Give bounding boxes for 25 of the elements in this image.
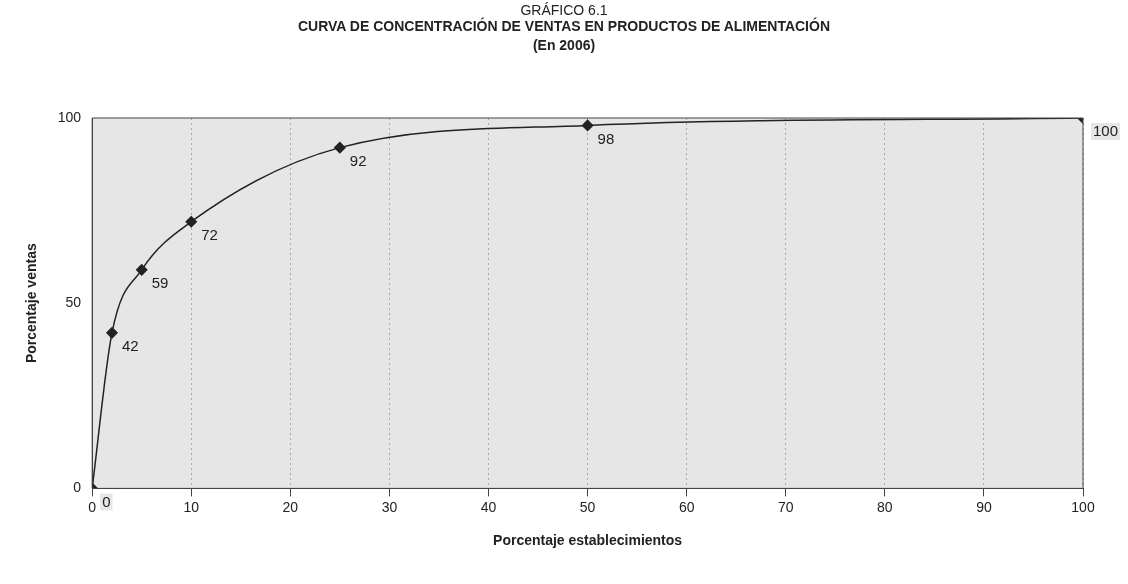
x-tick-label: 10 [183,498,200,515]
chart-title: CURVA DE CONCENTRACIÓN DE VENTAS EN PRODUCTOS DE ALIMENTACIÓN [297,18,831,34]
y-tick-label: 0 [73,479,82,496]
data-label: 72 [201,225,218,243]
x-tick-label: 60 [678,498,695,515]
chart-subtitle: (En 2006) [531,37,597,53]
x-tick-label: 90 [976,498,992,515]
y-tick-label: 50 [65,294,82,311]
x-axis-title: Porcentaje establecimientos [493,532,683,549]
data-label: 98 [597,129,615,147]
text: GRÁFICO 6.1 [519,2,609,18]
x-tick-label: 50 [579,498,596,515]
x-tick-label: 80 [877,498,893,515]
x-tick-label: 0 [88,498,97,515]
y-axis-title: Porcentaje ventas [23,243,40,364]
x-tick-label: 100 [1071,498,1095,515]
x-tick-label: 30 [381,498,398,515]
x-tick-label: 40 [480,498,497,515]
data-label: 42 [121,336,139,354]
data-label: 100 [1093,122,1119,140]
x-tick-label: 70 [777,498,794,515]
data-label: 59 [151,274,169,291]
x-tick-label: 20 [282,498,299,515]
y-tick-label: 100 [57,108,82,125]
data-label: 92 [349,151,367,169]
